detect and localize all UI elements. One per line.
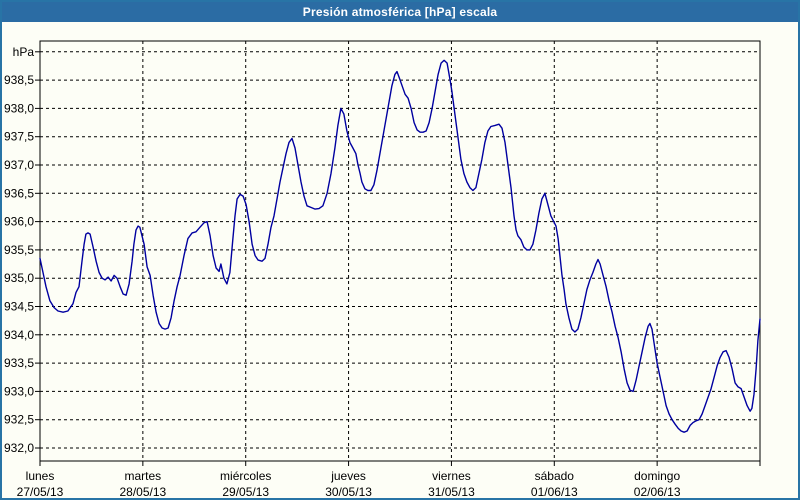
day-label: lunes 27/05/13	[17, 469, 64, 498]
plot-frame	[39, 40, 761, 462]
date-label: 30/05/13	[325, 485, 372, 498]
y-tick-label: 935,5	[4, 243, 34, 257]
weekday-label: miércoles	[220, 469, 271, 483]
weekday-label: domingo	[634, 469, 680, 483]
day-label: sábado 01/06/13	[531, 469, 578, 498]
axes-and-ticks	[35, 40, 761, 466]
pressure-line	[39, 59, 761, 433]
y-tick-label: 935,0	[4, 271, 34, 285]
day-label: martes 28/05/13	[119, 469, 166, 498]
date-label: 01/06/13	[531, 485, 578, 498]
weekday-label: martes	[125, 469, 162, 483]
y-tick-label: 934,5	[4, 300, 34, 314]
y-axis-unit-label: hPa	[13, 45, 35, 59]
chart-title-bar: Presión atmosférica [hPa] escala	[2, 2, 798, 22]
y-tick-label: 937,0	[4, 158, 34, 172]
y-tick-labels: hPa 938,5 938,0 937,5 937,0 936,5 936,0 935,5 93…	[4, 45, 34, 455]
day-label: domingo 02/06/13	[634, 469, 681, 498]
y-tick-label: 938,0	[4, 101, 34, 115]
date-label: 31/05/13	[428, 485, 475, 498]
pressure-series	[39, 59, 761, 433]
weekday-label: viernes	[432, 469, 471, 483]
gridlines	[40, 41, 760, 461]
y-tick-label: 934,0	[4, 328, 34, 342]
y-tick-label: 937,5	[4, 130, 34, 144]
y-tick-label: 933,5	[4, 356, 34, 370]
date-label: 29/05/13	[222, 485, 269, 498]
y-tick-label: 932,5	[4, 413, 34, 427]
chart-title: Presión atmosférica [hPa] escala	[302, 5, 498, 19]
date-label: 28/05/13	[119, 485, 166, 498]
weekday-label: jueves	[330, 469, 366, 483]
date-label: 02/06/13	[634, 485, 681, 498]
x-day-labels: lunes 27/05/13 martes 28/05/13 miércoles 29/0…	[17, 469, 681, 498]
weekday-label: sábado	[535, 469, 575, 483]
y-tick-label: 933,0	[4, 384, 34, 398]
y-tick-label: 936,5	[4, 186, 34, 200]
pressure-line-chart: hPa 938,5 938,0 937,5 937,0 936,5 936,0 935,5 93…	[4, 40, 761, 498]
day-label: jueves 30/05/13	[325, 469, 372, 498]
day-label: viernes 31/05/13	[428, 469, 475, 498]
y-tick-label: 936,0	[4, 215, 34, 229]
y-tick-label: 932,0	[4, 441, 34, 455]
y-tick-label: 938,5	[4, 73, 34, 87]
day-label: miércoles 29/05/13	[220, 469, 271, 498]
weekday-label: lunes	[26, 469, 55, 483]
date-label: 27/05/13	[17, 485, 64, 498]
